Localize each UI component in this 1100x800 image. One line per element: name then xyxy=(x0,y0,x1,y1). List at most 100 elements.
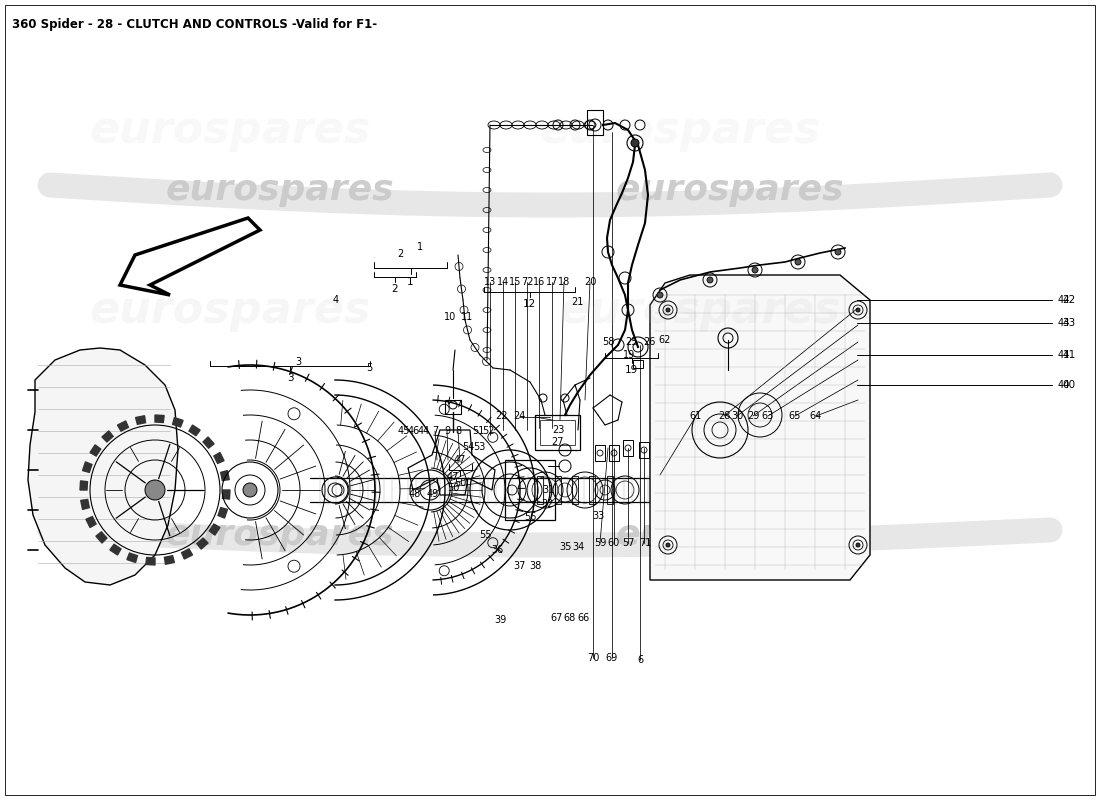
Text: 50: 50 xyxy=(454,478,466,488)
Text: 20: 20 xyxy=(584,277,596,287)
Text: 30: 30 xyxy=(730,411,744,421)
Text: eurospares: eurospares xyxy=(616,518,845,552)
Bar xyxy=(537,476,543,504)
Text: 57: 57 xyxy=(621,538,635,548)
Text: 61: 61 xyxy=(690,411,702,421)
Polygon shape xyxy=(165,556,175,564)
Polygon shape xyxy=(189,425,200,436)
Circle shape xyxy=(631,139,639,147)
Text: 51: 51 xyxy=(472,426,484,436)
Text: 25: 25 xyxy=(625,337,637,347)
Text: 41: 41 xyxy=(1062,350,1076,360)
Polygon shape xyxy=(28,348,178,585)
Text: 41: 41 xyxy=(1058,350,1070,360)
Text: 1: 1 xyxy=(417,242,424,252)
Text: 27: 27 xyxy=(552,437,564,447)
Text: 69: 69 xyxy=(606,653,618,663)
Text: 64: 64 xyxy=(810,411,822,421)
Text: 23: 23 xyxy=(552,425,564,435)
Polygon shape xyxy=(102,431,113,442)
Text: 50: 50 xyxy=(447,483,459,493)
Text: 55: 55 xyxy=(478,530,492,540)
Bar xyxy=(623,440,632,456)
Text: 6: 6 xyxy=(637,655,644,665)
Polygon shape xyxy=(126,553,138,562)
Text: 42: 42 xyxy=(1062,295,1076,305)
Text: 19: 19 xyxy=(623,350,635,360)
Text: 47: 47 xyxy=(447,472,459,482)
Circle shape xyxy=(856,543,860,547)
Polygon shape xyxy=(197,538,208,549)
Polygon shape xyxy=(155,415,164,422)
Text: 37: 37 xyxy=(513,561,525,571)
Text: 11: 11 xyxy=(461,312,473,322)
Polygon shape xyxy=(90,445,101,456)
Polygon shape xyxy=(86,517,96,527)
Text: 17: 17 xyxy=(546,277,558,287)
Bar xyxy=(572,476,578,504)
Polygon shape xyxy=(82,462,92,473)
Polygon shape xyxy=(218,507,228,518)
Text: 5: 5 xyxy=(366,363,372,373)
Text: 16: 16 xyxy=(532,277,546,287)
Text: 49: 49 xyxy=(427,489,439,499)
Text: 24: 24 xyxy=(513,411,525,421)
Polygon shape xyxy=(173,418,183,427)
Text: 60: 60 xyxy=(608,538,620,548)
Text: 53: 53 xyxy=(473,442,485,452)
Text: 40: 40 xyxy=(1058,380,1070,390)
Polygon shape xyxy=(135,416,145,424)
Text: 1: 1 xyxy=(407,277,414,287)
Text: 63: 63 xyxy=(762,411,774,421)
Bar xyxy=(446,400,461,414)
Bar xyxy=(540,420,575,445)
Text: eurospares: eurospares xyxy=(89,109,371,151)
Text: 9: 9 xyxy=(444,426,450,436)
Text: 4: 4 xyxy=(333,295,339,305)
Polygon shape xyxy=(221,470,229,481)
Text: 67: 67 xyxy=(551,613,563,623)
Text: 7: 7 xyxy=(432,426,438,436)
Text: 46: 46 xyxy=(408,426,420,436)
Text: 22: 22 xyxy=(496,411,508,421)
Bar xyxy=(556,476,561,504)
Circle shape xyxy=(752,267,758,273)
Text: 70: 70 xyxy=(586,653,600,663)
Text: 31: 31 xyxy=(542,485,554,495)
Bar xyxy=(639,442,649,458)
Text: 34: 34 xyxy=(572,542,584,552)
Text: 36: 36 xyxy=(491,545,503,555)
Text: 43: 43 xyxy=(1062,318,1076,328)
Text: eurospares: eurospares xyxy=(559,289,840,331)
Text: 3: 3 xyxy=(287,373,294,383)
Circle shape xyxy=(243,483,257,497)
Text: 42: 42 xyxy=(1058,295,1070,305)
Text: 62: 62 xyxy=(659,335,671,345)
Bar xyxy=(595,445,605,461)
Text: 65: 65 xyxy=(789,411,801,421)
Text: 38: 38 xyxy=(529,561,541,571)
Text: 8: 8 xyxy=(455,426,461,436)
Bar xyxy=(632,360,644,368)
Polygon shape xyxy=(650,275,870,580)
Circle shape xyxy=(657,292,663,298)
Text: 59: 59 xyxy=(594,538,606,548)
Text: eurospares: eurospares xyxy=(539,109,821,151)
Polygon shape xyxy=(222,490,230,499)
Text: 3: 3 xyxy=(295,357,301,367)
Text: eurospares: eurospares xyxy=(166,173,394,207)
Circle shape xyxy=(145,480,165,500)
Polygon shape xyxy=(182,549,192,559)
Circle shape xyxy=(707,277,713,283)
Text: 39: 39 xyxy=(494,615,506,625)
Polygon shape xyxy=(209,524,220,535)
Text: 21: 21 xyxy=(571,297,583,307)
Text: 47: 47 xyxy=(454,455,466,465)
Text: 2: 2 xyxy=(397,249,403,259)
Text: 29: 29 xyxy=(747,411,759,421)
Text: 33: 33 xyxy=(592,511,604,521)
Text: eurospares: eurospares xyxy=(616,173,845,207)
Circle shape xyxy=(666,543,670,547)
Text: 18: 18 xyxy=(558,277,570,287)
Text: 40: 40 xyxy=(1062,380,1075,390)
